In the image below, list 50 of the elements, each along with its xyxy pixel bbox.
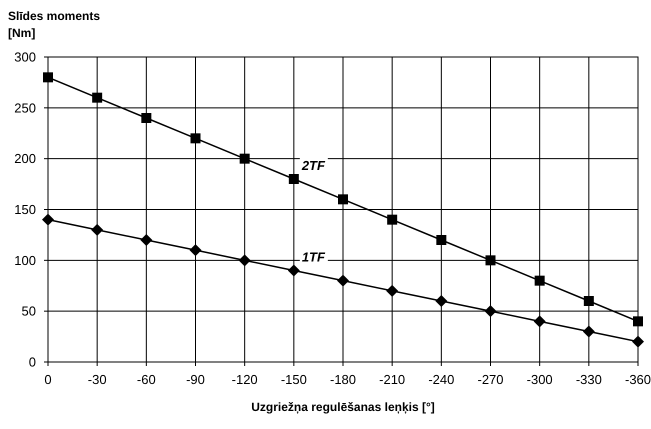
x-tick-label: -150 bbox=[280, 372, 307, 387]
y-tick-label: 0 bbox=[28, 354, 36, 370]
y-tick-label: 50 bbox=[22, 304, 36, 319]
y-tick-label: 150 bbox=[14, 202, 36, 218]
point bbox=[43, 72, 53, 82]
x-tick-label: -60 bbox=[136, 372, 156, 387]
y-tick-label: 100 bbox=[14, 252, 36, 268]
point bbox=[534, 315, 546, 328]
point bbox=[337, 274, 349, 287]
point bbox=[436, 235, 446, 245]
point bbox=[140, 234, 152, 246]
point bbox=[338, 194, 348, 204]
point bbox=[190, 244, 202, 256]
series-label: 2TF bbox=[300, 158, 326, 173]
point bbox=[288, 264, 300, 276]
point bbox=[288, 174, 299, 184]
point bbox=[582, 326, 595, 338]
x-axis-title: Uzgriežņa regulēšanas leņķis [°] bbox=[251, 400, 435, 414]
x-tick-label: -180 bbox=[330, 372, 356, 387]
x-tick-label: -360 bbox=[624, 372, 651, 387]
x-tick-label: -300 bbox=[526, 372, 553, 387]
y-axis-title: Slīdes moments [Nm] bbox=[8, 9, 100, 40]
x-tick-label: -330 bbox=[576, 372, 602, 387]
point bbox=[632, 336, 644, 348]
point bbox=[141, 113, 152, 123]
point bbox=[387, 214, 398, 225]
y-tick-label: 200 bbox=[14, 151, 36, 166]
point bbox=[91, 224, 104, 236]
x-tick-label: -90 bbox=[186, 372, 205, 387]
point bbox=[484, 305, 496, 318]
x-tick-label: -210 bbox=[379, 372, 406, 387]
point bbox=[238, 254, 251, 266]
point bbox=[386, 284, 398, 297]
x-tick-label: -270 bbox=[477, 372, 504, 387]
series-label: 1TF bbox=[302, 250, 326, 264]
point bbox=[534, 276, 545, 286]
point bbox=[633, 316, 643, 326]
point bbox=[486, 255, 496, 266]
x-tick-label: -240 bbox=[428, 372, 454, 387]
point bbox=[42, 214, 54, 226]
point bbox=[435, 295, 448, 307]
point bbox=[240, 154, 250, 164]
x-tick-label: -120 bbox=[232, 372, 258, 387]
point bbox=[92, 92, 102, 103]
y-tick-label: 300 bbox=[14, 50, 36, 65]
point bbox=[190, 133, 200, 144]
point bbox=[584, 296, 594, 306]
y-tick-label: 250 bbox=[14, 100, 36, 116]
x-tick-label: -30 bbox=[88, 372, 107, 387]
x-tick-label: 0 bbox=[44, 372, 52, 387]
